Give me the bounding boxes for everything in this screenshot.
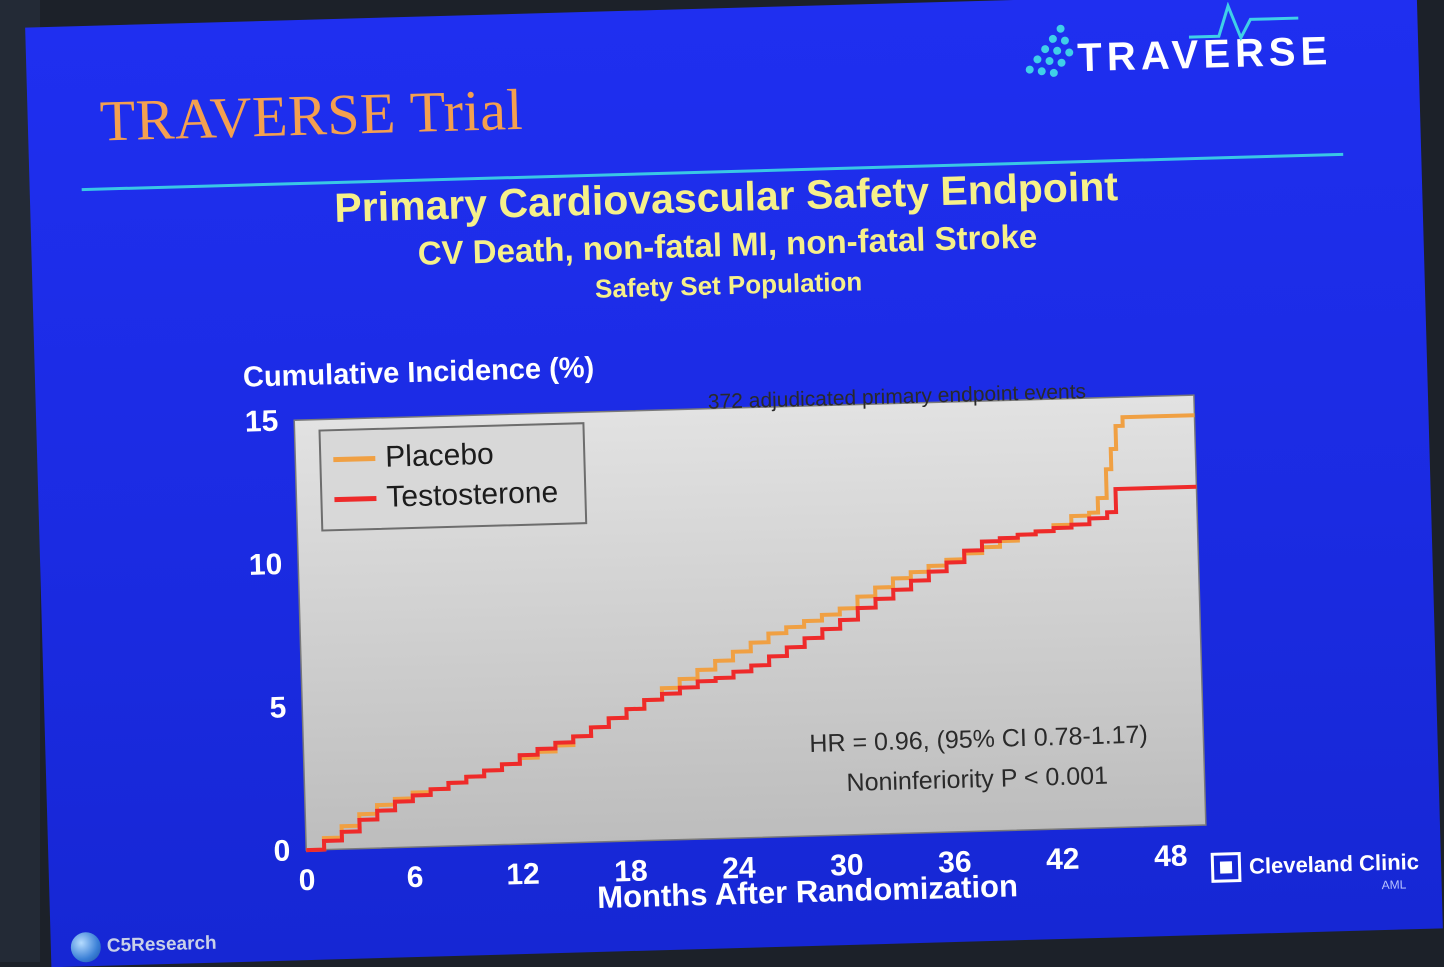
legend-swatch-placebo bbox=[333, 455, 376, 462]
y-tick-label: 5 bbox=[269, 691, 287, 724]
x-tick-label: 24 bbox=[722, 852, 757, 886]
legend-label-placebo: Placebo bbox=[384, 437, 495, 474]
legend-item-testosterone: Testosterone bbox=[334, 473, 559, 519]
slide-title: TRAVERSE Trial bbox=[98, 76, 524, 154]
x-tick-label: 36 bbox=[938, 846, 972, 880]
traverse-logo: TRAVERSE bbox=[1020, 1, 1342, 94]
c5research-text: C5Research bbox=[106, 932, 217, 957]
legend-label-testosterone: Testosterone bbox=[385, 475, 559, 514]
clinic-cross-icon bbox=[1210, 851, 1242, 883]
logo-pulse-icon bbox=[1188, 1, 1299, 42]
x-tick-label: 18 bbox=[614, 855, 648, 889]
y-tick-label: 10 bbox=[248, 548, 282, 582]
presentation-slide: TRAVERSE Trial TRAVERSE Primary Cardiova… bbox=[25, 0, 1443, 967]
series-line-testosterone bbox=[306, 484, 1197, 853]
c5research-logo: C5Research bbox=[70, 929, 217, 963]
globe-icon bbox=[70, 931, 102, 963]
x-tick-label: 0 bbox=[298, 864, 316, 897]
x-tick-label: 48 bbox=[1154, 839, 1188, 873]
x-tick-label: 42 bbox=[1046, 843, 1080, 877]
chart-legend: Placebo Testosterone bbox=[318, 422, 588, 532]
clinic-name: Cleveland Clinic bbox=[1248, 849, 1420, 879]
legend-item-placebo: Placebo bbox=[333, 435, 494, 479]
x-tick-label: 6 bbox=[406, 861, 424, 894]
legend-swatch-testosterone bbox=[334, 495, 377, 502]
y-tick-label: 0 bbox=[273, 835, 291, 868]
y-tick-label: 15 bbox=[244, 405, 278, 439]
x-tick-label: 30 bbox=[830, 849, 864, 883]
clinic-subtext: AML bbox=[1381, 877, 1407, 893]
logo-dots-icon bbox=[1025, 24, 1074, 77]
x-tick-label: 12 bbox=[506, 858, 540, 892]
